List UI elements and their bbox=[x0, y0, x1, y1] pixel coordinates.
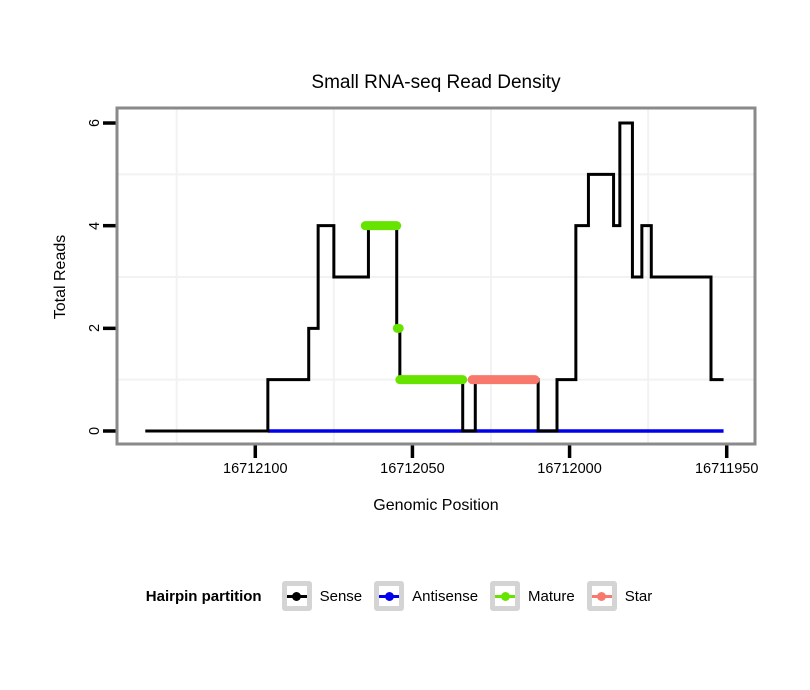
x-tick-label: 16712100 bbox=[223, 461, 288, 477]
y-tick-label: 2 bbox=[87, 324, 103, 333]
x-axis-title: Genomic Position bbox=[373, 497, 499, 514]
legend-title: Hairpin partition bbox=[145, 587, 262, 605]
legend-key-dot bbox=[384, 591, 394, 601]
legend-key-dot bbox=[500, 591, 510, 601]
legend-key-dot bbox=[597, 591, 607, 601]
legend-entry: Sense bbox=[281, 581, 363, 611]
legend-entry-label: Antisense bbox=[412, 587, 479, 605]
legend-entry-label: Sense bbox=[319, 587, 363, 605]
chart-title: Small RNA-seq Read Density bbox=[311, 72, 561, 93]
x-tick-label: 16712050 bbox=[380, 461, 445, 477]
legend: Hairpin partition Sense Antisense Mature St… bbox=[0, 566, 810, 626]
x-tick-label: 16712000 bbox=[537, 461, 602, 477]
panel-border bbox=[115, 106, 757, 446]
legend-entry: Star bbox=[586, 581, 653, 611]
y-tick-label: 6 bbox=[87, 118, 103, 128]
legend-entry: Antisense bbox=[374, 581, 478, 611]
y-tick-label: 0 bbox=[87, 426, 103, 436]
legend-entry-label: Mature bbox=[528, 587, 575, 605]
x-tick-label: 16711950 bbox=[694, 461, 759, 477]
legend-entries: Sense Antisense Mature Star bbox=[281, 581, 665, 611]
legend-key-mature-icon bbox=[490, 581, 521, 611]
y-axis-title: Total Reads bbox=[52, 234, 69, 320]
legend-key-sense-icon bbox=[281, 581, 312, 611]
legend-entry: Mature bbox=[490, 581, 575, 611]
plot-canvas bbox=[103, 106, 757, 458]
legend-key-dot bbox=[292, 591, 302, 601]
legend-key-antisense-icon bbox=[374, 581, 405, 611]
legend-entry-label: Star bbox=[624, 587, 653, 605]
y-tick-label: 4 bbox=[87, 221, 103, 230]
legend-key-star-icon bbox=[586, 581, 617, 611]
sense-line bbox=[145, 121, 724, 433]
